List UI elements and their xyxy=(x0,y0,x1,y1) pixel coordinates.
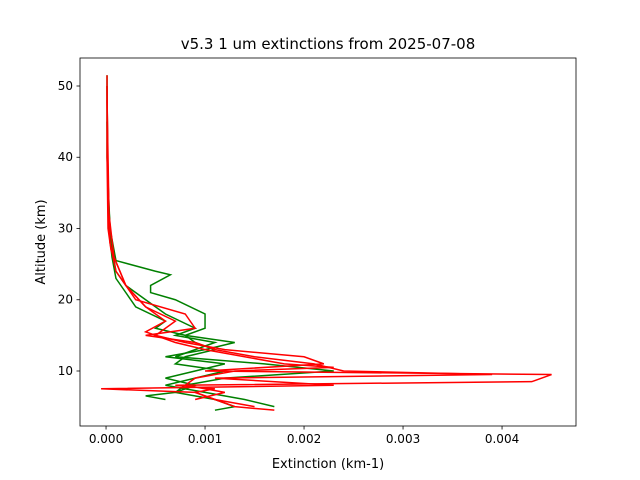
profile-line xyxy=(106,100,334,401)
x-tick-label: 0.003 xyxy=(386,432,420,446)
profile-line xyxy=(106,75,552,411)
chart-title: v5.3 1 um extinctions from 2025-07-08 xyxy=(181,35,476,53)
y-axis-label: Altitude (km) xyxy=(34,199,49,284)
plot-frame xyxy=(79,57,577,427)
y-tick-label: 20 xyxy=(58,293,73,307)
x-tick-label: 0.000 xyxy=(89,432,123,446)
profile-line xyxy=(106,121,275,408)
x-tick-label: 0.004 xyxy=(485,432,519,446)
x-tick-label: 0.001 xyxy=(188,432,222,446)
y-tick-label: 30 xyxy=(58,221,73,235)
y-tick-label: 40 xyxy=(58,150,73,164)
y-tick-label: 10 xyxy=(58,364,73,378)
profile-line xyxy=(101,85,493,408)
x-axis-label: Extinction (km-1) xyxy=(272,457,384,472)
y-tick-label: 50 xyxy=(58,79,73,93)
x-tick-label: 0.002 xyxy=(287,432,321,446)
